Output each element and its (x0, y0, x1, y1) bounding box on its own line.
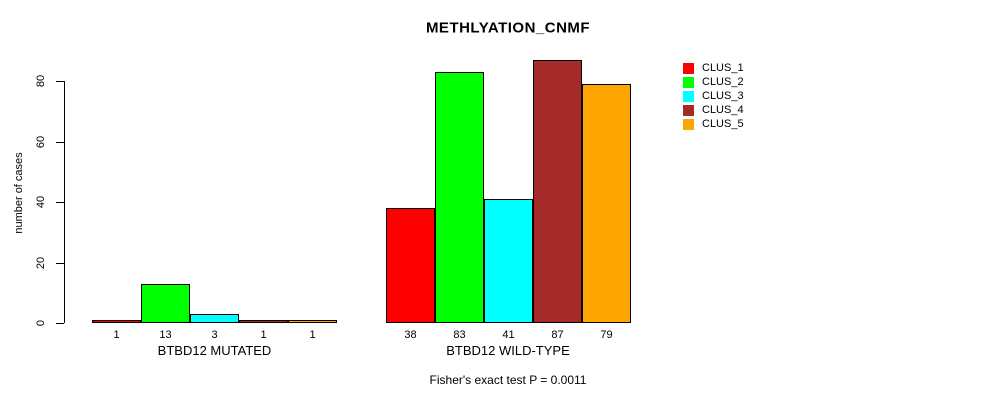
bar-value-label: 1 (309, 329, 316, 341)
bar-value-label: 38 (404, 329, 417, 341)
y-tick (56, 142, 64, 143)
legend-swatch-clus_5 (683, 119, 694, 130)
fisher-test-caption: Fisher's exact test P = 0.0011 (429, 373, 587, 387)
legend-row: CLUS_5 (683, 119, 744, 130)
y-tick (56, 202, 64, 203)
legend-row: CLUS_2 (683, 77, 744, 88)
bar-clus_1-group2 (386, 208, 435, 323)
bar-clus_3-group2 (484, 199, 533, 323)
bar-clus_2-group2 (435, 72, 484, 323)
y-axis-title: number of cases (13, 152, 25, 234)
bar-clus_4-group1 (239, 320, 288, 323)
y-tick-label: 20 (35, 256, 47, 270)
y-tick-label: 40 (35, 195, 47, 209)
chart-title: METHLYATION_CNMF (425, 19, 591, 37)
category-label: BTBD12 WILD-TYPE (446, 343, 570, 358)
bar-value-label: 83 (453, 329, 466, 341)
bar-value-label: 1 (260, 329, 267, 341)
y-tick (56, 263, 64, 264)
bar-value-label: 79 (600, 329, 613, 341)
bar-clus_1-group1 (92, 320, 141, 323)
y-tick (56, 323, 64, 324)
legend-label: CLUS_2 (702, 76, 744, 88)
legend-label: CLUS_5 (702, 118, 744, 130)
y-tick-label: 0 (35, 319, 47, 327)
bar-clus_5-group1 (288, 320, 337, 323)
y-tick-label: 80 (35, 74, 47, 88)
legend-label: CLUS_4 (702, 104, 744, 116)
bar-clus_4-group2 (533, 60, 582, 323)
legend-swatch-clus_2 (683, 77, 694, 88)
bar-value-label: 13 (159, 329, 172, 341)
bar-value-label: 87 (551, 329, 564, 341)
bar-value-label: 41 (502, 329, 515, 341)
legend-swatch-clus_4 (683, 105, 694, 116)
legend-row: CLUS_4 (683, 105, 744, 116)
legend-row: CLUS_1 (683, 63, 744, 74)
y-tick-label: 60 (35, 135, 47, 149)
bar-clus_5-group2 (582, 84, 631, 323)
legend-swatch-clus_3 (683, 91, 694, 102)
bar-value-label: 3 (211, 329, 218, 341)
legend-swatch-clus_1 (683, 63, 694, 74)
y-tick (56, 81, 64, 82)
legend-label: CLUS_1 (702, 62, 744, 74)
bar-value-label: 1 (113, 329, 120, 341)
y-axis-line (64, 81, 65, 323)
category-label: BTBD12 MUTATED (157, 343, 272, 358)
legend: CLUS_1 CLUS_2 CLUS_3 CLUS_4 CLUS_5 (683, 63, 744, 130)
bar-clus_2-group1 (141, 284, 190, 323)
bar-clus_3-group1 (190, 314, 239, 323)
legend-row: CLUS_3 (683, 91, 744, 102)
legend-label: CLUS_3 (702, 90, 744, 102)
